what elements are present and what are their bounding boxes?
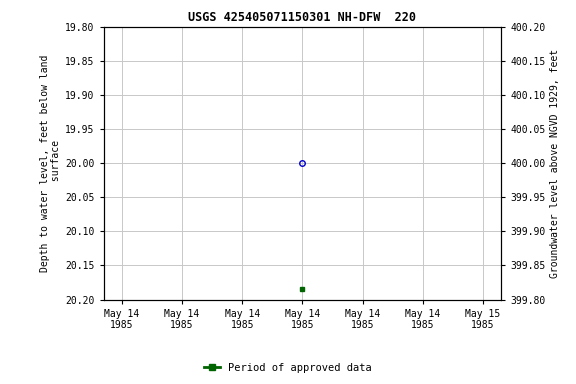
Y-axis label: Groundwater level above NGVD 1929, feet: Groundwater level above NGVD 1929, feet [550,49,559,278]
Title: USGS 425405071150301 NH-DFW  220: USGS 425405071150301 NH-DFW 220 [188,11,416,24]
Legend: Period of approved data: Period of approved data [200,359,376,377]
Y-axis label: Depth to water level, feet below land
 surface: Depth to water level, feet below land su… [40,55,61,272]
